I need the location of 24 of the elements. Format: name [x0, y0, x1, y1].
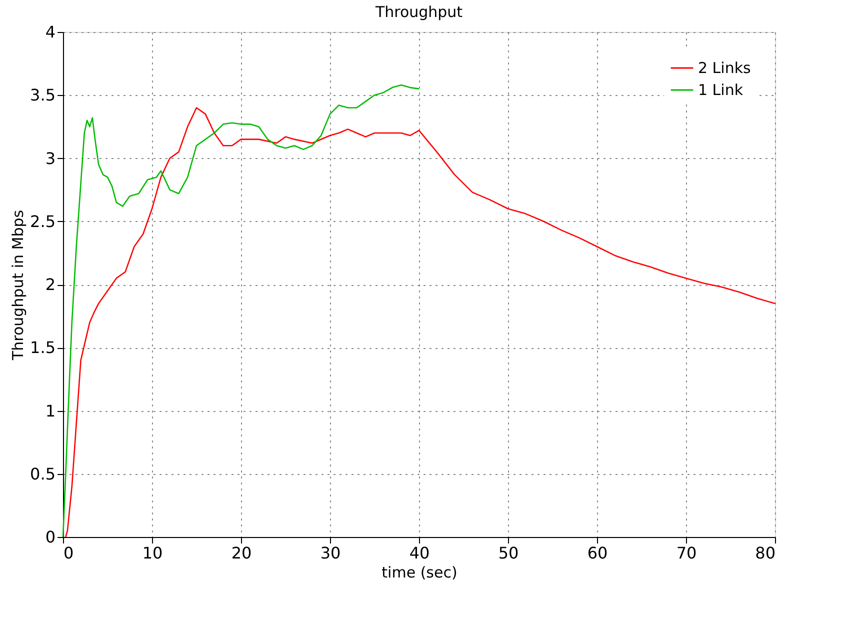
x-tick-label: 60	[587, 544, 608, 562]
x-axis-title: time (sec)	[382, 564, 458, 582]
legend-label: 2 Links	[698, 59, 752, 77]
y-tick-label: 4	[45, 22, 56, 42]
x-tick-label: 40	[409, 544, 430, 562]
y-tick-label: 3.5	[30, 86, 56, 105]
y-tick-label: 2	[45, 275, 56, 294]
y-tick-label: 2.5	[30, 212, 56, 231]
x-tick-label: 10	[142, 544, 163, 562]
y-tick-label: 0	[45, 528, 56, 546]
y-axis-title: Throughput in Mbps	[9, 210, 28, 362]
legend-label: 1 Link	[698, 81, 744, 99]
y-tick-label: 0.5	[30, 464, 56, 484]
x-tick-label: 80	[755, 544, 776, 562]
chart-title: Throughput	[374, 3, 463, 21]
x-tick-label: 50	[498, 544, 519, 562]
line-series	[62, 84, 420, 538]
y-tick-label: 1.5	[30, 338, 56, 358]
x-tick-label: 20	[231, 544, 252, 562]
x-tick-label: 70	[676, 544, 697, 562]
x-tick-label: 30	[320, 544, 341, 562]
x-tick-label: 0	[64, 544, 74, 562]
y-tick-label: 3	[45, 148, 56, 168]
y-tick-label: 1	[45, 401, 56, 420]
